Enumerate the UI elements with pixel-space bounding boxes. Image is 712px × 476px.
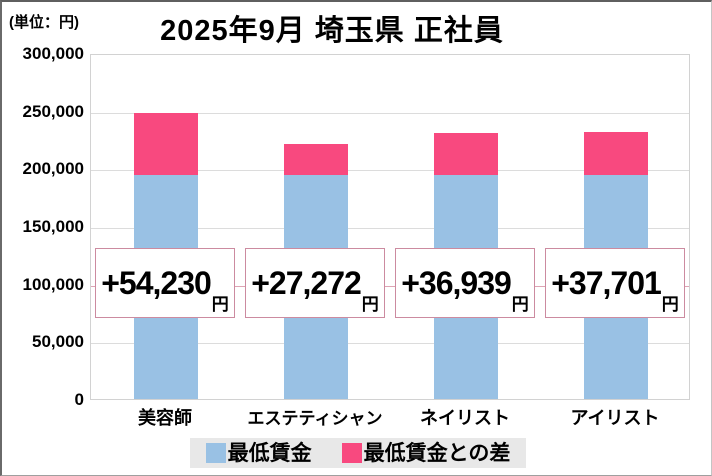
diff-unit: 円 <box>211 295 229 314</box>
diff-unit: 円 <box>511 295 529 314</box>
diff-value: +54,230 <box>101 265 212 301</box>
x-category-label: ネイリスト <box>420 408 510 428</box>
gridline <box>91 170 689 172</box>
diff-value: +37,701 <box>551 265 662 301</box>
chart-title: 2025年9月 埼玉県 正社員 <box>160 15 504 47</box>
legend-swatch-icon <box>205 443 226 463</box>
legend-item-1: 最低賃金 <box>205 441 312 465</box>
legend-swatch-icon <box>341 443 362 463</box>
legend-strip: 最低賃金 最低賃金との差 <box>189 438 527 468</box>
diff-label-box-4: +37,701 円 <box>545 248 685 318</box>
y-tick-label: 50,000 <box>32 332 84 352</box>
y-tick-label: 200,000 <box>22 159 84 179</box>
x-category-label: エステティシャン <box>247 409 383 428</box>
y-tick-label: 300,000 <box>22 44 84 63</box>
y-tick-label: 150,000 <box>22 217 84 236</box>
diff-label-boxes: +54,230 円 +27,272 円 +36,939 円 +37,701 円 <box>90 248 690 318</box>
y-tick-label: 100,000 <box>22 274 84 294</box>
bar-column-4 <box>541 55 691 399</box>
gridline <box>91 228 689 229</box>
plot-area <box>90 54 690 400</box>
diff-value: +27,272 <box>251 265 362 301</box>
diff-value: +36,939 <box>401 265 512 301</box>
bar-column-2 <box>241 55 391 399</box>
x-category-label: アイリスト <box>570 408 660 428</box>
legend: 最低賃金 最低賃金との差 <box>2 438 711 468</box>
gridline <box>91 343 689 345</box>
unit-label: (単位：円) <box>9 14 79 31</box>
diff-unit: 円 <box>361 295 379 314</box>
gridline <box>91 112 689 114</box>
bar-segment-diff <box>434 132 498 176</box>
diff-box-connector-line <box>91 285 689 287</box>
legend-item-2: 最低賃金との差 <box>341 441 511 465</box>
diff-unit: 円 <box>661 295 679 314</box>
bar-column-1 <box>91 55 241 399</box>
bar-segment-diff <box>284 143 348 176</box>
diff-label-box-1: +54,230 円 <box>95 248 235 318</box>
legend-label: 最低賃金との差 <box>363 441 511 465</box>
y-axis-tick-labels: 300,000 250,000 200,000 150,000 100,000 50,00… <box>2 2 84 475</box>
bar-column-3 <box>391 55 541 399</box>
y-tick-label: 250,000 <box>22 101 84 121</box>
x-axis-category-labels: 美容師 エステティシャン ネイリスト アイリスト <box>90 404 690 432</box>
y-tick-label: 0 <box>74 390 84 409</box>
legend-label: 最低賃金 <box>227 441 312 465</box>
diff-label-box-3: +36,939 円 <box>395 248 535 318</box>
bar-segment-diff <box>584 131 648 176</box>
x-category-label: 美容師 <box>138 408 192 428</box>
bar-segment-diff <box>134 112 198 176</box>
diff-label-box-2: +27,272 円 <box>245 248 385 318</box>
